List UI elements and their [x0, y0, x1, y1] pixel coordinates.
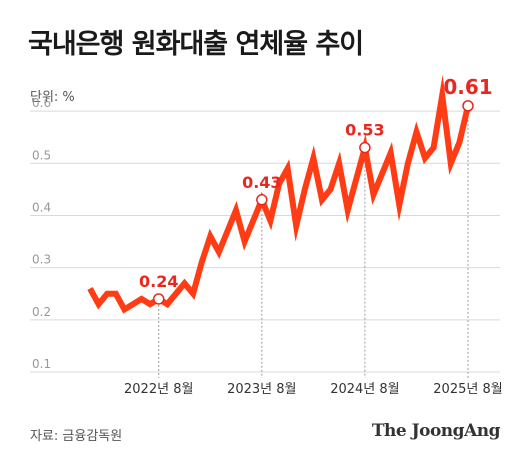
unit-label: 단위: %: [30, 90, 75, 105]
y-tick-labels: 0.1 0.2 0.3 0.4 0.5 0.6: [32, 96, 51, 371]
y-tick-label: 0.2: [32, 305, 51, 319]
grid-lines: [30, 110, 500, 373]
data-point-marker: [359, 141, 371, 154]
x-tick-label: 2023년 8월: [227, 382, 296, 397]
chart-title: 국내은행 원화대출 연체율 추이: [28, 29, 364, 60]
data-label: 0.61: [443, 75, 492, 99]
source-note: 자료: 금융감독원: [30, 429, 123, 444]
x-tick-label: 2022년 8월: [124, 382, 193, 397]
annotation-guides: [158, 111, 469, 378]
data-point-marker: [462, 100, 474, 112]
y-tick-label: 0.1: [32, 357, 51, 371]
data-label: 0.43: [242, 173, 281, 192]
y-tick-label: 0.5: [32, 148, 51, 162]
data-label: 0.53: [345, 121, 384, 140]
data-point-marker: [256, 194, 268, 206]
data-point-marker: [152, 293, 165, 305]
x-tick-label: 2025년 8월: [433, 382, 502, 397]
x-tick-label: 2024년 8월: [330, 382, 399, 397]
series-line: [87, 74, 471, 314]
y-tick-label: 0.4: [32, 200, 51, 214]
y-tick-label: 0.6: [32, 96, 51, 110]
brand-logo: The JoongAng: [371, 421, 501, 441]
y-tick-label: 0.3: [32, 253, 51, 267]
annotation-markers: 0.24 0.43 0.53 0.61: [139, 75, 493, 305]
x-tick-labels: 2022년 8월 2023년 8월 2024년 8월 2025년 8월: [124, 382, 503, 397]
series-line-layer: [87, 74, 471, 314]
data-label: 0.24: [139, 272, 178, 291]
